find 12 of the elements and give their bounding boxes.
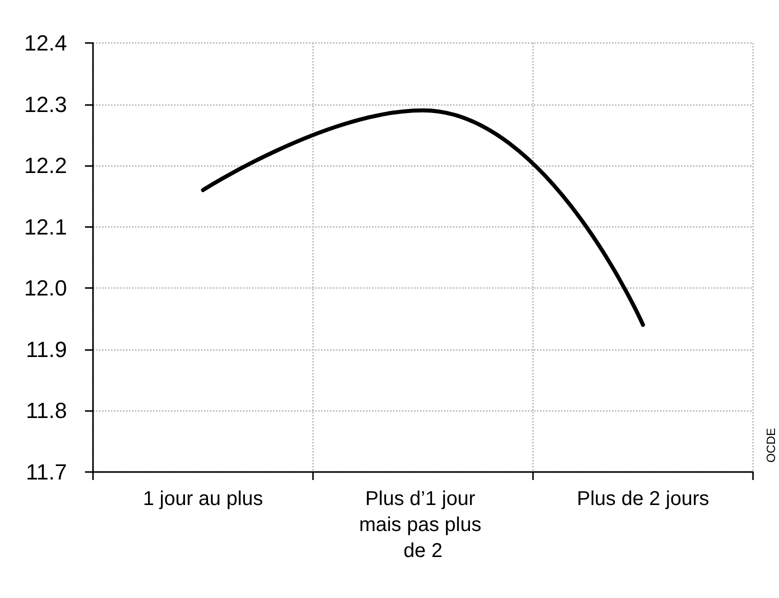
y-tick-label: 12.4 bbox=[24, 30, 67, 56]
x-tick-label: Plus d’1 jour mais pas plus de 2 bbox=[359, 488, 487, 562]
y-tick-label: 11.7 bbox=[26, 460, 67, 484]
y-tick-label: 11.8 bbox=[26, 398, 67, 424]
x-tick-label: Plus de 2 jours bbox=[576, 488, 710, 510]
y-tick-label: 12.1 bbox=[24, 214, 67, 240]
text: OCDE bbox=[764, 428, 778, 463]
y-tick-label: 12.3 bbox=[24, 92, 67, 117]
y-tick-label: 12.0 bbox=[24, 276, 67, 301]
x-tick-label: 1 jour au plus bbox=[142, 488, 264, 510]
y-tick-label: 12.2 bbox=[24, 153, 67, 178]
y-tick-label: 11.9 bbox=[26, 336, 67, 362]
